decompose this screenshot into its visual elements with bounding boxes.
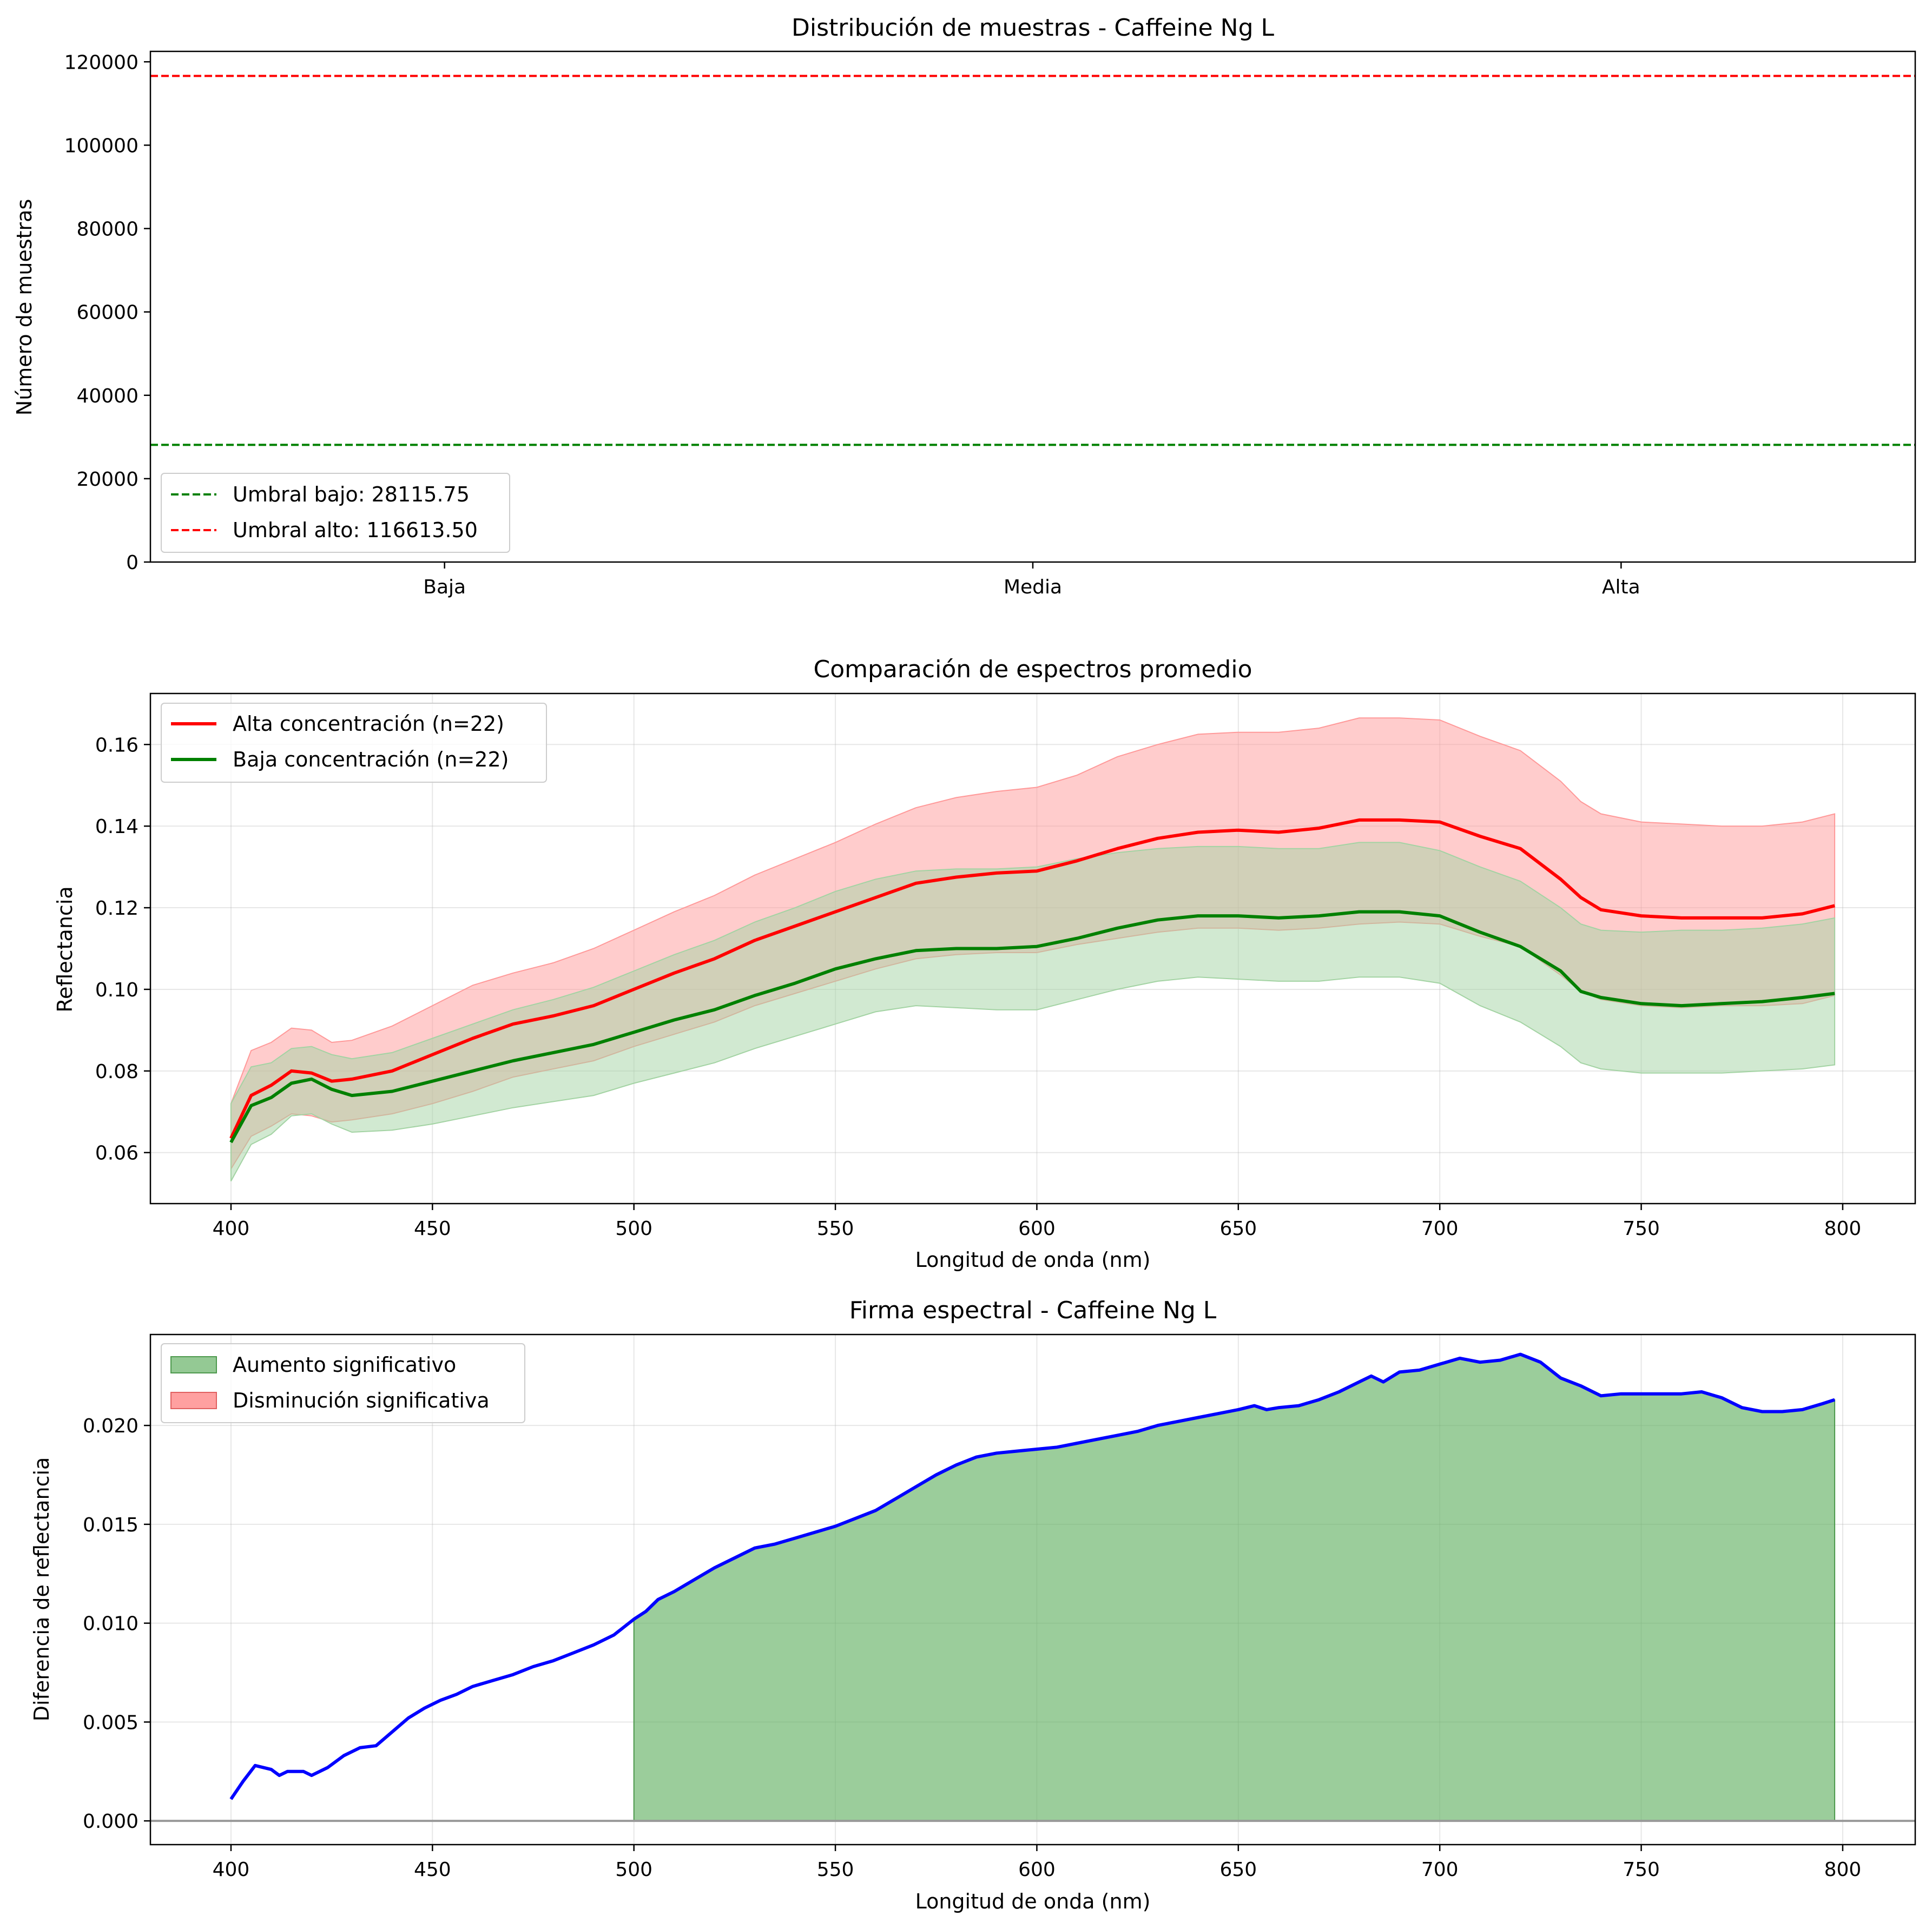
panel1-ytick-label: 20000 bbox=[76, 468, 139, 491]
panel2-xtick-label: 400 bbox=[213, 1218, 250, 1240]
panel-spectral-signature: Firma espectral - Caffeine Ng L Diferenc… bbox=[30, 1297, 1916, 1913]
panel1-xtick-label: Media bbox=[1004, 576, 1062, 598]
panel2-xtick-label: 750 bbox=[1623, 1218, 1660, 1240]
difference-line bbox=[229, 1352, 1836, 1800]
panel2-xtick-label: 650 bbox=[1219, 1218, 1257, 1240]
panel1-ytick-label: 60000 bbox=[76, 302, 139, 324]
panel3-legend-box bbox=[161, 1343, 525, 1423]
panel1-ytick-label: 80000 bbox=[76, 219, 139, 241]
legend-umbral-bajo-label: Umbral bajo: 28115.75 bbox=[233, 483, 470, 506]
panel2-ytick-label: 0.08 bbox=[95, 1061, 139, 1083]
panel2-series bbox=[229, 717, 1836, 1181]
panel2-xtick-label: 450 bbox=[414, 1218, 451, 1240]
legend-aumento-swatch bbox=[170, 1356, 217, 1373]
panel2-ytick-label: 0.10 bbox=[95, 979, 139, 1001]
panel3-xtick-label: 500 bbox=[615, 1859, 652, 1881]
panel1-ytick-label: 120000 bbox=[64, 51, 139, 74]
panel1-ytick-label: 40000 bbox=[76, 385, 139, 407]
panel2-xtick-label: 700 bbox=[1421, 1218, 1459, 1240]
panel3-xtick-label: 450 bbox=[414, 1859, 451, 1881]
panel2-xlabel: Longitud de onda (nm) bbox=[915, 1248, 1151, 1272]
panel2-ytick-label: 0.14 bbox=[95, 816, 139, 838]
panel3-xtick-label: 650 bbox=[1219, 1859, 1257, 1881]
panel2-axes-frame bbox=[149, 692, 1916, 1205]
panel2-legend: Alta concentración (n=22) Baja concentra… bbox=[161, 703, 547, 783]
panel1-ytick-label: 100000 bbox=[64, 135, 139, 157]
panel1-legend-box bbox=[161, 473, 510, 553]
panel3-xlabel: Longitud de onda (nm) bbox=[915, 1890, 1151, 1913]
panel1-ytick-label: 0 bbox=[126, 552, 139, 574]
panel3-ytick-label: 0.020 bbox=[83, 1415, 139, 1437]
panel1-ylabel: Número de muestras bbox=[12, 199, 36, 415]
baja-mean-line bbox=[229, 910, 1835, 1144]
panel3-ytick-label: 0.000 bbox=[83, 1811, 139, 1833]
panel3-axes-frame bbox=[149, 1333, 1916, 1846]
panel3-ylabel: Diferencia de reflectancia bbox=[30, 1457, 54, 1722]
panel2-ytick-label: 0.06 bbox=[95, 1142, 139, 1165]
panel2-ytick-label: 0.16 bbox=[95, 734, 139, 756]
panel3-xtick-label: 550 bbox=[817, 1859, 854, 1881]
legend-disminucion-label: Disminución significativa bbox=[233, 1389, 490, 1412]
legend-alta-label: Alta concentración (n=22) bbox=[233, 712, 504, 736]
legend-disminucion-swatch bbox=[170, 1392, 217, 1409]
alta-mean-line bbox=[229, 818, 1835, 1139]
panel1-xtick-label: Baja bbox=[423, 576, 466, 598]
panel3-xtick-label: 750 bbox=[1623, 1859, 1660, 1881]
panel1-ticks: 0 20000 40000 60000 80000 100000 120000 Baja Med… bbox=[64, 51, 1640, 598]
panel1-legend: Umbral bajo: 28115.75 Umbral alto: 11661… bbox=[161, 473, 510, 553]
panel2-ticks: 400 450 500 550 600 650 700 750 800 0.06 0.08 0.10 0… bbox=[95, 734, 1861, 1240]
panel3-xtick-label: 600 bbox=[1018, 1859, 1056, 1881]
panel2-xtick-label: 600 bbox=[1018, 1218, 1056, 1240]
panel2-xtick-label: 500 bbox=[615, 1218, 652, 1240]
panel2-title: Comparación de espectros promedio bbox=[813, 656, 1252, 683]
panel3-ytick-label: 0.005 bbox=[83, 1712, 139, 1734]
panel3-series bbox=[150, 1352, 1915, 1822]
panel2-ylabel: Reflectancia bbox=[53, 886, 77, 1012]
baja-std-band bbox=[230, 842, 1836, 1181]
panel-sample-distribution: Distribución de muestras - Caffeine Ng L… bbox=[12, 14, 1916, 598]
panel2-xtick-label: 550 bbox=[817, 1218, 854, 1240]
panel3-ytick-label: 0.010 bbox=[83, 1613, 139, 1635]
panel1-title: Distribución de muestras - Caffeine Ng L bbox=[792, 14, 1274, 42]
legend-baja-label: Baja concentración (n=22) bbox=[233, 748, 509, 771]
legend-aumento-label: Aumento significativo bbox=[233, 1353, 456, 1377]
legend-umbral-alto-label: Umbral alto: 116613.50 bbox=[233, 518, 478, 542]
panel2-xtick-label: 800 bbox=[1824, 1218, 1862, 1240]
panel-mean-spectra: Comparación de espectros promedio Reflec… bbox=[53, 656, 1916, 1272]
panel3-legend: Aumento significativo Disminución signif… bbox=[161, 1343, 525, 1423]
panel3-title: Firma espectral - Caffeine Ng L bbox=[849, 1297, 1217, 1324]
panel3-ticks: 400 450 500 550 600 650 700 750 800 0.000 0.005 0.0… bbox=[83, 1415, 1861, 1881]
panel3-xtick-label: 800 bbox=[1824, 1859, 1862, 1881]
panel2-legend-box bbox=[161, 703, 547, 783]
panel3-ytick-label: 0.015 bbox=[83, 1514, 139, 1536]
panel3-xtick-label: 700 bbox=[1421, 1859, 1459, 1881]
panel3-xtick-label: 400 bbox=[213, 1859, 250, 1881]
panel1-xtick-label: Alta bbox=[1602, 576, 1640, 598]
panel2-ytick-label: 0.12 bbox=[95, 897, 139, 920]
panel1-axes-frame bbox=[149, 50, 1916, 563]
panel1-threshold-lines bbox=[150, 75, 1915, 446]
